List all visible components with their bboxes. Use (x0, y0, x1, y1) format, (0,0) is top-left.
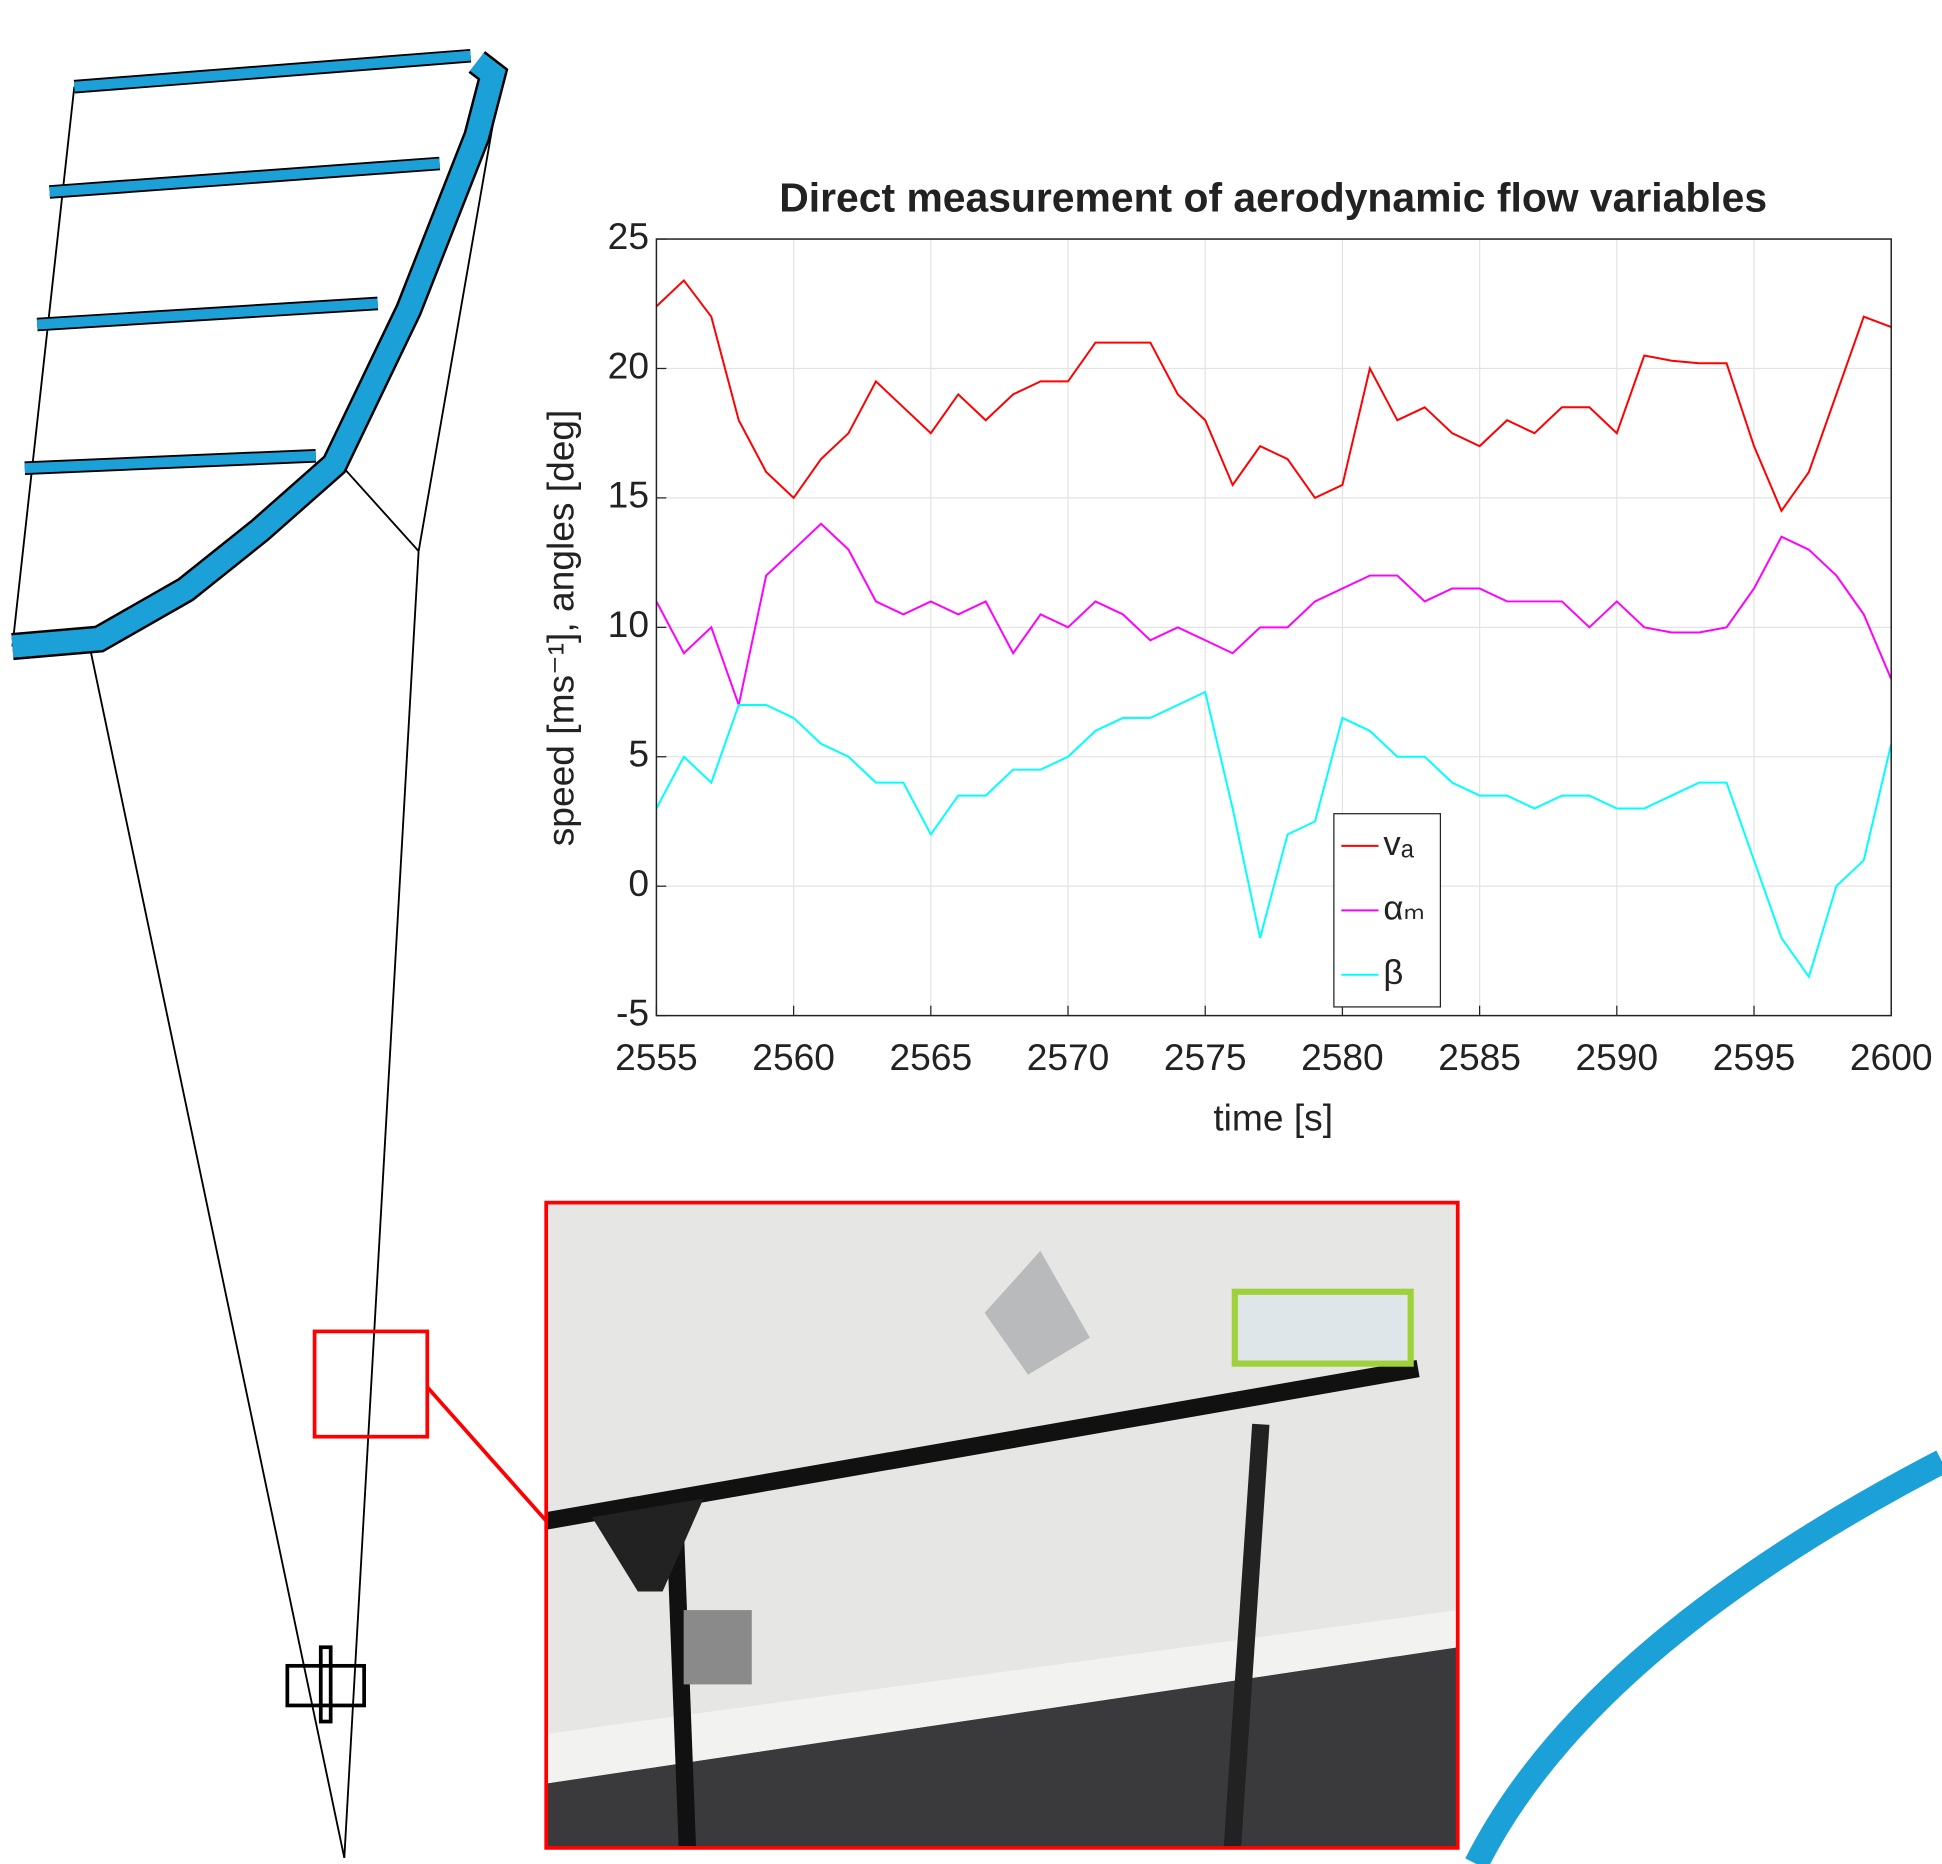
y-tick-label: 25 (608, 215, 649, 257)
y-tick-label: 20 (608, 344, 649, 386)
x-tick-label: 2595 (1713, 1036, 1796, 1078)
legend-label: β (1383, 954, 1403, 992)
x-tick-label: 2555 (615, 1036, 698, 1078)
x-tick-label: 2590 (1576, 1036, 1659, 1078)
chart-title: Direct measurement of aerodynamic flow v… (779, 174, 1767, 220)
y-tick-label: 10 (608, 603, 649, 645)
figure: Direct measurement of aerodynamic flow v… (0, 0, 1942, 1864)
x-tick-label: 2575 (1164, 1036, 1247, 1078)
x-tick-label: 2580 (1301, 1036, 1384, 1078)
x-tick-label: 2565 (890, 1036, 973, 1078)
x-axis-label: time [s] (1213, 1097, 1333, 1139)
x-tick-label: 2585 (1438, 1036, 1521, 1078)
y-tick-label: 5 (628, 733, 649, 775)
y-tick-label: -5 (616, 991, 649, 1033)
y-tick-label: 0 (628, 862, 649, 904)
x-tick-label: 2560 (752, 1036, 835, 1078)
x-tick-label: 2600 (1850, 1036, 1933, 1078)
y-tick-label: 15 (608, 474, 649, 516)
legend-label: αₘ (1383, 889, 1425, 927)
page: Direct measurement of aerodynamic flow v… (0, 0, 1942, 1864)
y-axis-label: speed [ms⁻¹], angles [deg] (539, 410, 581, 847)
photo (546, 1203, 1458, 1848)
x-tick-label: 2570 (1027, 1036, 1110, 1078)
legend-label: vₐ (1383, 825, 1414, 863)
